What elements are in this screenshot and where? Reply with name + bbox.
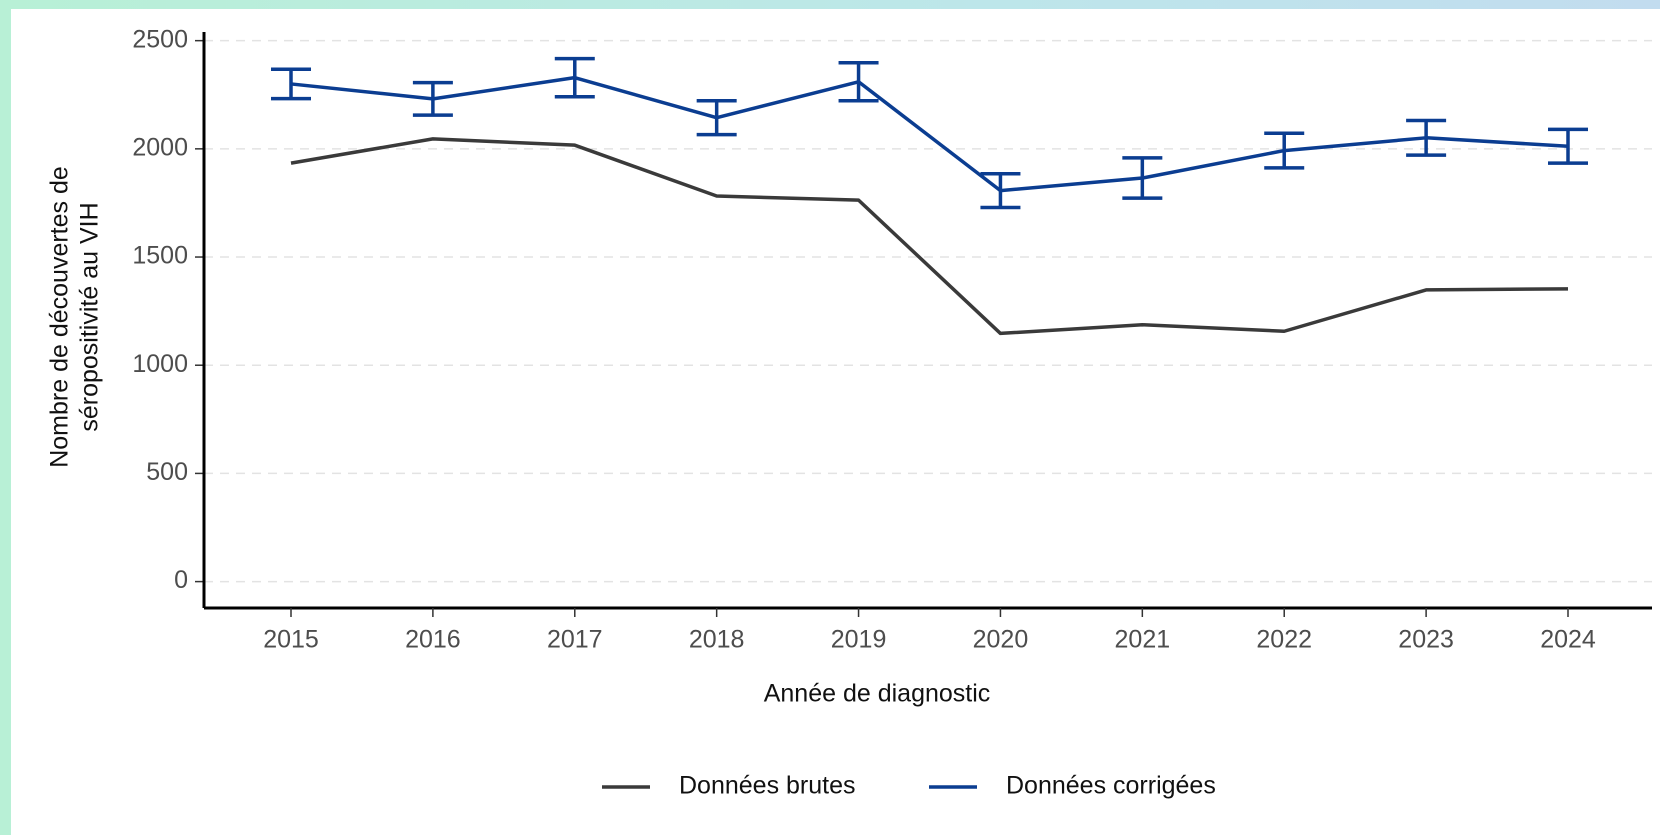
x-tick-label: 2022 xyxy=(1256,626,1312,654)
error-bar xyxy=(980,171,1021,210)
x-tick-label: 2015 xyxy=(263,626,319,654)
y-tick-label: 2500 xyxy=(132,25,188,53)
error-bar xyxy=(1122,156,1163,200)
x-tick-label: 2024 xyxy=(1540,626,1596,654)
x-tick-label: 2021 xyxy=(1115,626,1171,654)
x-tick-label: 2019 xyxy=(831,626,887,654)
error-bar xyxy=(696,99,737,137)
y-tick-label: 1000 xyxy=(132,350,188,378)
y-tick-label: 2000 xyxy=(132,133,188,161)
x-tick-label: 2018 xyxy=(689,626,745,654)
error-bar xyxy=(1406,118,1447,157)
legend-label: Données brutes xyxy=(679,772,856,800)
chart: Année de diagnostic Nombre de découverte… xyxy=(11,9,1660,835)
error-bar xyxy=(554,56,595,99)
error-bar xyxy=(838,60,879,103)
x-tick-label: 2016 xyxy=(405,626,461,654)
y-tick-label: 500 xyxy=(146,458,188,486)
y-axis-label: Nombre de découvertes de xyxy=(46,166,74,468)
y-tick-label: 1500 xyxy=(132,242,188,270)
line xyxy=(290,75,1569,193)
x-tick-label: 2023 xyxy=(1398,626,1454,654)
legend-label: Données corrigées xyxy=(1006,772,1216,800)
error-bar xyxy=(1264,131,1305,170)
error-bar xyxy=(271,67,311,101)
error-bar xyxy=(1548,127,1588,165)
x-tick-label: 2020 xyxy=(973,626,1029,654)
line xyxy=(290,137,1569,336)
y-tick-label: 0 xyxy=(174,566,188,594)
y-axis-label: séropositivité au VIH xyxy=(76,202,104,431)
x-tick-label: 2017 xyxy=(547,626,603,654)
x-axis-label: Année de diagnostic xyxy=(764,680,991,708)
error-bar xyxy=(412,80,453,117)
